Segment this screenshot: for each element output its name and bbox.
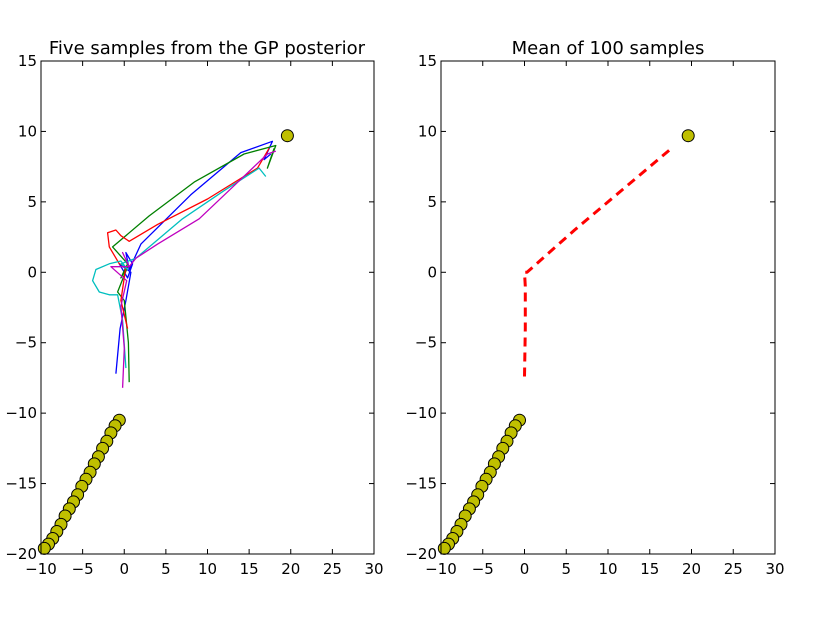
- y-tick-label: 15: [418, 52, 437, 70]
- x-tick-label: −10: [25, 560, 57, 578]
- x-tick-label: 20: [281, 560, 300, 578]
- y-tick-label: −15: [405, 475, 437, 493]
- y-tick-label: −5: [15, 334, 37, 352]
- y-tick-label: 0: [27, 263, 37, 281]
- y-tick-label: 10: [18, 122, 37, 140]
- x-tick-label: 10: [198, 560, 217, 578]
- x-tick-label: 15: [640, 560, 659, 578]
- x-tick-label: 15: [240, 560, 259, 578]
- y-tick-label: −10: [5, 404, 37, 422]
- sample-line-1: [115, 140, 274, 374]
- y-tick-label: 15: [18, 52, 37, 70]
- data-point: [280, 129, 294, 143]
- x-tick-label: 5: [161, 560, 171, 578]
- x-tick-label: −5: [472, 560, 494, 578]
- right-plot-title: Mean of 100 samples: [512, 38, 705, 59]
- y-tick-label: −20: [5, 545, 37, 563]
- y-tick-label: −20: [405, 545, 437, 563]
- x-tick-label: −5: [72, 560, 94, 578]
- x-tick-label: 25: [323, 560, 342, 578]
- x-tick-label: 0: [119, 560, 129, 578]
- sample-line-2: [111, 144, 277, 383]
- x-tick-label: 0: [520, 560, 530, 578]
- x-tick-label: 25: [724, 560, 743, 578]
- y-tick-label: −10: [405, 404, 437, 422]
- mean-line: [523, 147, 673, 377]
- x-tick-label: 10: [598, 560, 617, 578]
- left-plot-title: Five samples from the GP posterior: [49, 38, 366, 59]
- y-tick-label: −15: [5, 475, 37, 493]
- y-tick-label: −5: [415, 334, 437, 352]
- y-tick-label: 0: [427, 263, 437, 281]
- x-tick-label: 30: [765, 560, 784, 578]
- sample-line-5: [110, 150, 277, 388]
- y-tick-label: 5: [427, 193, 437, 211]
- sample-line-4: [91, 167, 267, 369]
- data-point: [37, 541, 51, 555]
- x-tick-label: 5: [561, 560, 571, 578]
- left-plot-panel: Five samples from the GP posterior −10 −5…: [5, 38, 383, 578]
- x-tick-label: 30: [364, 560, 383, 578]
- right-plot-panel: Mean of 100 samples −10 −5 0 5 10 15 20 25 30 −20…: [405, 38, 784, 578]
- x-tick-label: −10: [425, 560, 457, 578]
- x-tick-label: 20: [682, 560, 701, 578]
- data-point: [437, 541, 451, 555]
- y-tick-label: 10: [418, 122, 437, 140]
- data-point: [681, 129, 695, 143]
- y-tick-label: 5: [27, 193, 37, 211]
